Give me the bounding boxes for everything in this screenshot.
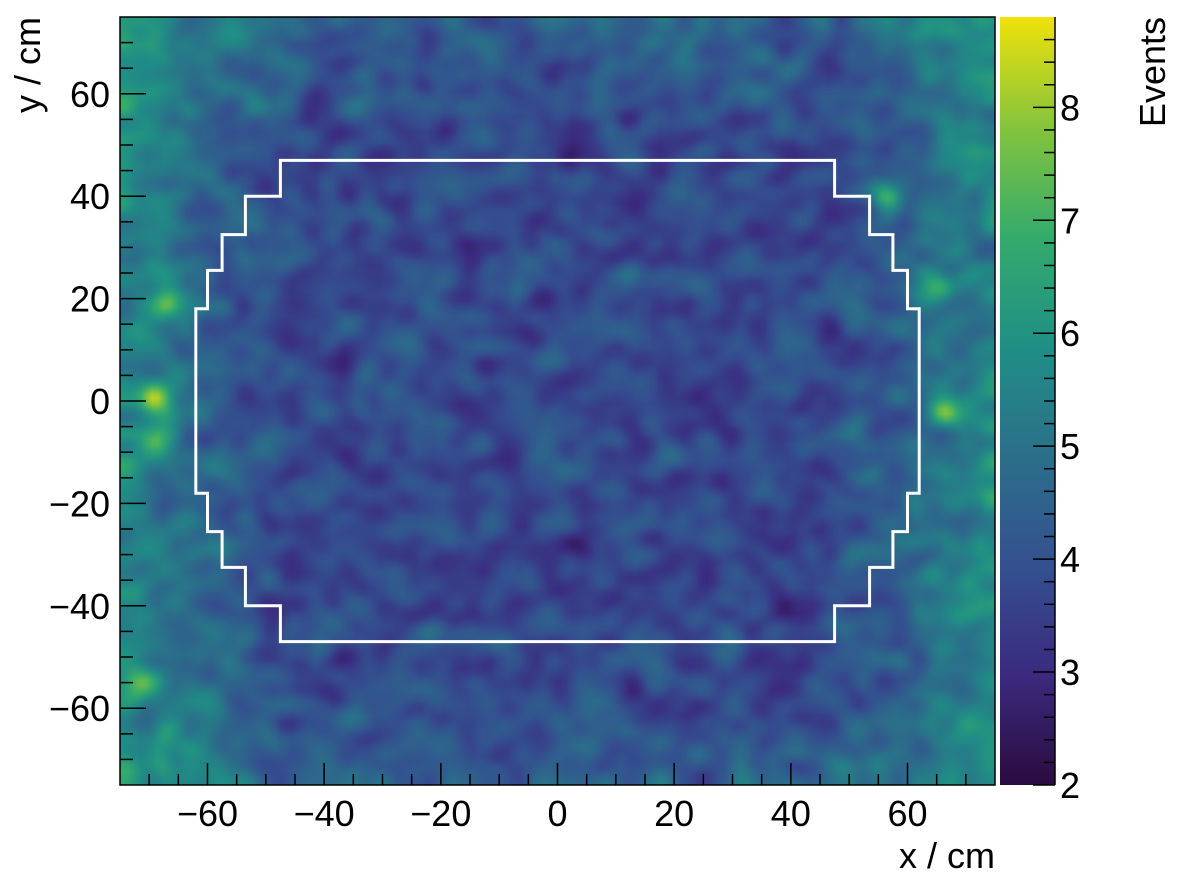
- colorbar-axis: 2 3 4 5 6 7 8: [1033, 17, 1080, 806]
- colorbar-tick-label: 3: [1060, 652, 1080, 693]
- colorbar-tick-label: 5: [1060, 426, 1080, 467]
- x-tick-label: −60: [177, 793, 238, 834]
- colorbar-title: Events: [1132, 17, 1173, 127]
- y-tick-label: 20: [70, 279, 110, 320]
- colorbar-tick-label: 6: [1060, 313, 1080, 354]
- colorbar-tick-label: 4: [1060, 539, 1080, 580]
- colorbar-tick-label: 2: [1060, 765, 1080, 806]
- y-tick-label: −60: [49, 688, 110, 729]
- x-tick-label: 20: [654, 793, 694, 834]
- heatmap-image: [120, 17, 995, 785]
- y-tick-label: 40: [70, 176, 110, 217]
- x-axis: −60 −40 −20 0 20 40 60: [148, 763, 967, 834]
- colorbar-tick-label: 8: [1060, 87, 1080, 128]
- x-tick-label: −40: [294, 793, 355, 834]
- x-tick-label: 40: [771, 793, 811, 834]
- y-tick-label: 0: [90, 381, 110, 422]
- y-tick-label: −40: [49, 586, 110, 627]
- y-axis-title: y / cm: [7, 17, 48, 113]
- x-tick-label: 0: [547, 793, 567, 834]
- region-outline: [194, 158, 921, 644]
- y-tick-label: 60: [70, 74, 110, 115]
- y-tick-label: −20: [49, 483, 110, 524]
- y-axis: −60 −40 −20 0 20 40 60: [49, 41, 146, 761]
- x-axis-title: x / cm: [899, 835, 995, 874]
- colorbar-tick-label: 7: [1060, 200, 1080, 241]
- x-tick-label: −20: [410, 793, 471, 834]
- x-tick-label: 60: [887, 793, 927, 834]
